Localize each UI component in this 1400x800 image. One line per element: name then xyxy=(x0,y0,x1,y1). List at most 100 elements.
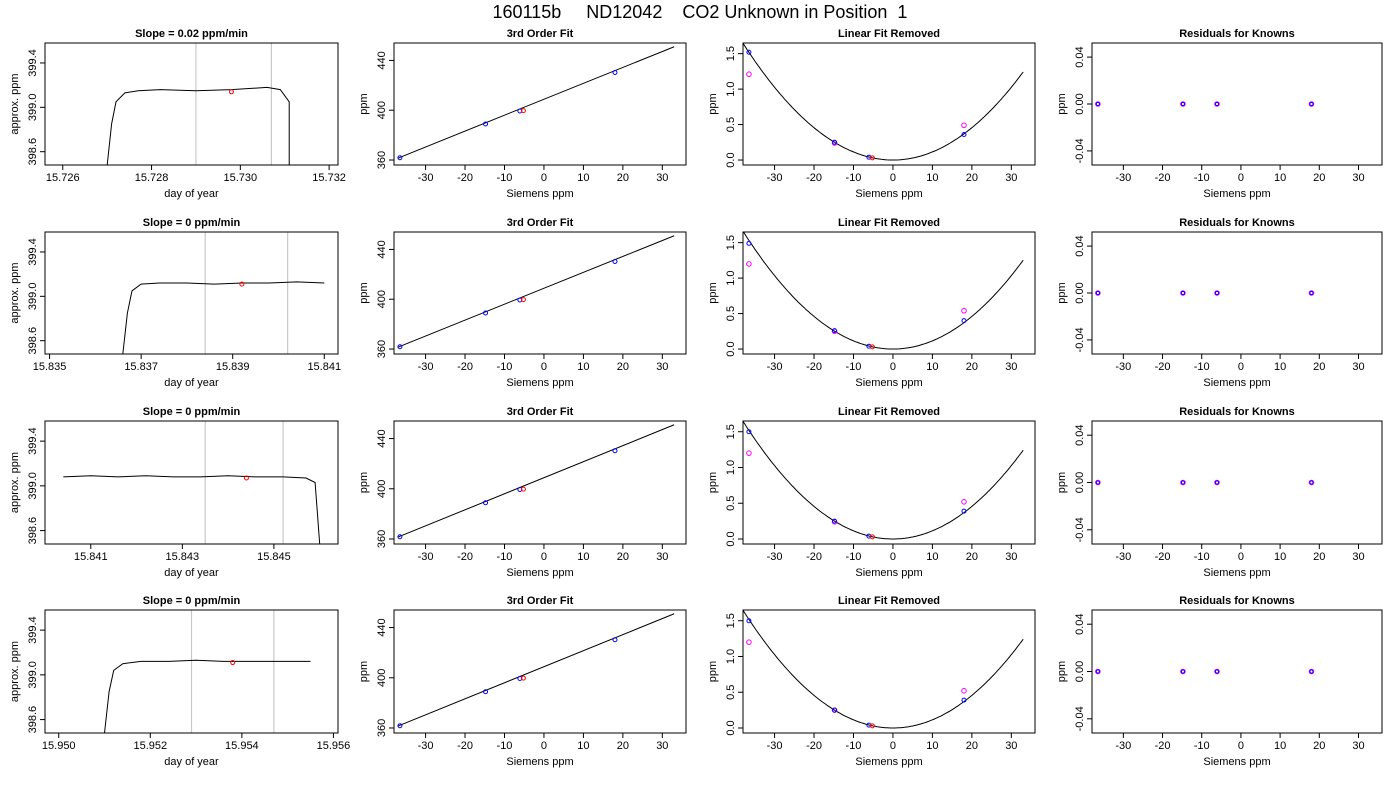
x-tick-label: 15.954 xyxy=(225,740,259,752)
y-axis-label: ppm xyxy=(707,282,719,303)
y-tick-label: 1.0 xyxy=(725,649,737,664)
y-tick-label: 400 xyxy=(376,480,388,498)
y-tick-label: 400 xyxy=(376,290,388,308)
residual-point-blue xyxy=(1180,290,1186,296)
y-tick-label: 399.0 xyxy=(27,472,39,500)
x-tick-label: 10 xyxy=(926,551,938,563)
point-blue xyxy=(483,689,489,695)
y-tick-label: 0.04 xyxy=(1074,46,1086,67)
y-tick-label: 0.04 xyxy=(1074,235,1086,256)
point-blue xyxy=(746,240,752,246)
point-blue xyxy=(483,310,489,316)
fit-curve xyxy=(743,421,1024,540)
residual-point-magenta xyxy=(1095,101,1101,107)
panel-r4-timeseries: Slope = 0 ppm/min 15.950 15.952 15.954 15.95… xyxy=(9,595,350,768)
x-tick-label: -30 xyxy=(1115,740,1131,752)
plot-frame xyxy=(44,42,339,166)
residual-point-magenta xyxy=(1308,479,1315,486)
plot-frame xyxy=(393,231,687,355)
plot-area xyxy=(1095,290,1315,296)
point-blue xyxy=(832,518,838,524)
plot-area xyxy=(122,281,325,354)
x-axis-label: Siemens ppm xyxy=(855,756,922,768)
x-axis-label: Siemens ppm xyxy=(506,567,573,579)
x-tick-label: 30 xyxy=(1352,740,1364,752)
y-axis-label: ppm xyxy=(707,93,719,114)
x-tick-label: -30 xyxy=(1115,172,1131,184)
x-tick-label: 10 xyxy=(577,172,589,184)
y-tick-label: 0.5 xyxy=(725,306,737,321)
x-tick-label: 15.841 xyxy=(307,361,341,373)
y-axis-label: ppm xyxy=(1056,472,1068,493)
residual-point-magenta xyxy=(1308,668,1315,675)
residual-point-blue xyxy=(1309,101,1314,107)
y-tick-label: 0.04 xyxy=(1074,424,1086,445)
x-tick-label: 10 xyxy=(926,361,938,373)
x-tick-label: -20 xyxy=(457,361,473,373)
point-blue xyxy=(832,328,838,334)
panel-title: Residuals for Knowns xyxy=(1179,28,1295,40)
panel-r1-residuals: Residuals for Knowns -30 -20 -10 0 10 20 30 -0.0… xyxy=(1056,28,1383,200)
x-tick-label: 30 xyxy=(1352,551,1364,563)
x-tick-label: 20 xyxy=(617,172,629,184)
x-tick-label: -30 xyxy=(418,361,434,373)
panel-title: Slope = 0 ppm/min xyxy=(143,217,241,229)
residual-point-blue xyxy=(1095,101,1100,107)
y-tick-label: -0.04 xyxy=(1074,517,1086,542)
point-blue xyxy=(397,534,403,540)
x-tick-label: 0 xyxy=(541,551,547,563)
residual-point-blue xyxy=(1214,101,1220,107)
plot-area xyxy=(743,43,1024,161)
y-tick-label: 360 xyxy=(376,151,388,169)
x-tick-label: -20 xyxy=(457,551,473,563)
x-tick-label: 10 xyxy=(577,361,589,373)
residual-point-blue xyxy=(1095,290,1100,296)
y-axis-label: ppm xyxy=(358,472,370,493)
point-blue xyxy=(961,697,967,703)
panel-title: Slope = 0.02 ppm/min xyxy=(135,28,248,40)
point-red xyxy=(520,297,526,303)
x-tick-label: -30 xyxy=(418,551,434,563)
point-magenta xyxy=(961,688,967,694)
point-red xyxy=(520,108,526,114)
y-tick-label: 399.4 xyxy=(27,49,39,77)
x-tick-label: -20 xyxy=(806,172,822,184)
plot-frame xyxy=(742,42,1036,166)
residual-point-blue xyxy=(1214,480,1220,485)
y-tick-label: 399.4 xyxy=(27,427,39,455)
plot-area xyxy=(1095,668,1315,675)
y-tick-label: 1.0 xyxy=(725,270,737,285)
y-tick-label: 0.0 xyxy=(725,531,737,546)
plot-frame xyxy=(1091,420,1383,545)
x-tick-label: 10 xyxy=(1274,361,1286,373)
panel-r1-timeseries: Slope = 0.02 ppm/min 15.726 15.728 15.730 15… xyxy=(9,28,346,200)
panel-title: Residuals for Knowns xyxy=(1179,595,1295,607)
panel-title: Slope = 0 ppm/min xyxy=(143,406,241,418)
y-axis-label: ppm xyxy=(707,472,719,493)
x-tick-label: -10 xyxy=(846,361,862,373)
x-axis-label: Siemens ppm xyxy=(855,567,922,579)
plot-frame xyxy=(393,42,687,166)
panel-title: 3rd Order Fit xyxy=(507,595,574,607)
plot-area xyxy=(397,235,675,350)
x-axis-label: Siemens ppm xyxy=(855,377,922,389)
y-tick-label: 399.0 xyxy=(27,661,39,689)
x-tick-label: -30 xyxy=(1115,551,1131,563)
point-blue xyxy=(612,70,618,76)
residual-point-magenta xyxy=(1308,101,1315,107)
x-tick-label: 0 xyxy=(890,172,896,184)
point-magenta xyxy=(746,261,752,267)
y-tick-label: -0.04 xyxy=(1074,138,1086,163)
panel-title: Linear Fit Removed xyxy=(838,595,940,607)
x-tick-label: -10 xyxy=(1194,172,1210,184)
x-tick-label: 30 xyxy=(656,551,668,563)
x-tick-label: -10 xyxy=(1194,740,1210,752)
x-tick-label: -10 xyxy=(846,740,862,752)
plot-frame xyxy=(393,609,687,734)
y-tick-label: 440 xyxy=(376,618,388,636)
point-blue xyxy=(397,155,403,161)
panel-r1-linear_removed: Linear Fit Removed -30 -20 -10 0 10 20 30 0.0 0.5… xyxy=(707,28,1036,200)
y-tick-label: 399.0 xyxy=(27,94,39,122)
point-red xyxy=(869,344,875,350)
point-blue xyxy=(961,318,967,324)
